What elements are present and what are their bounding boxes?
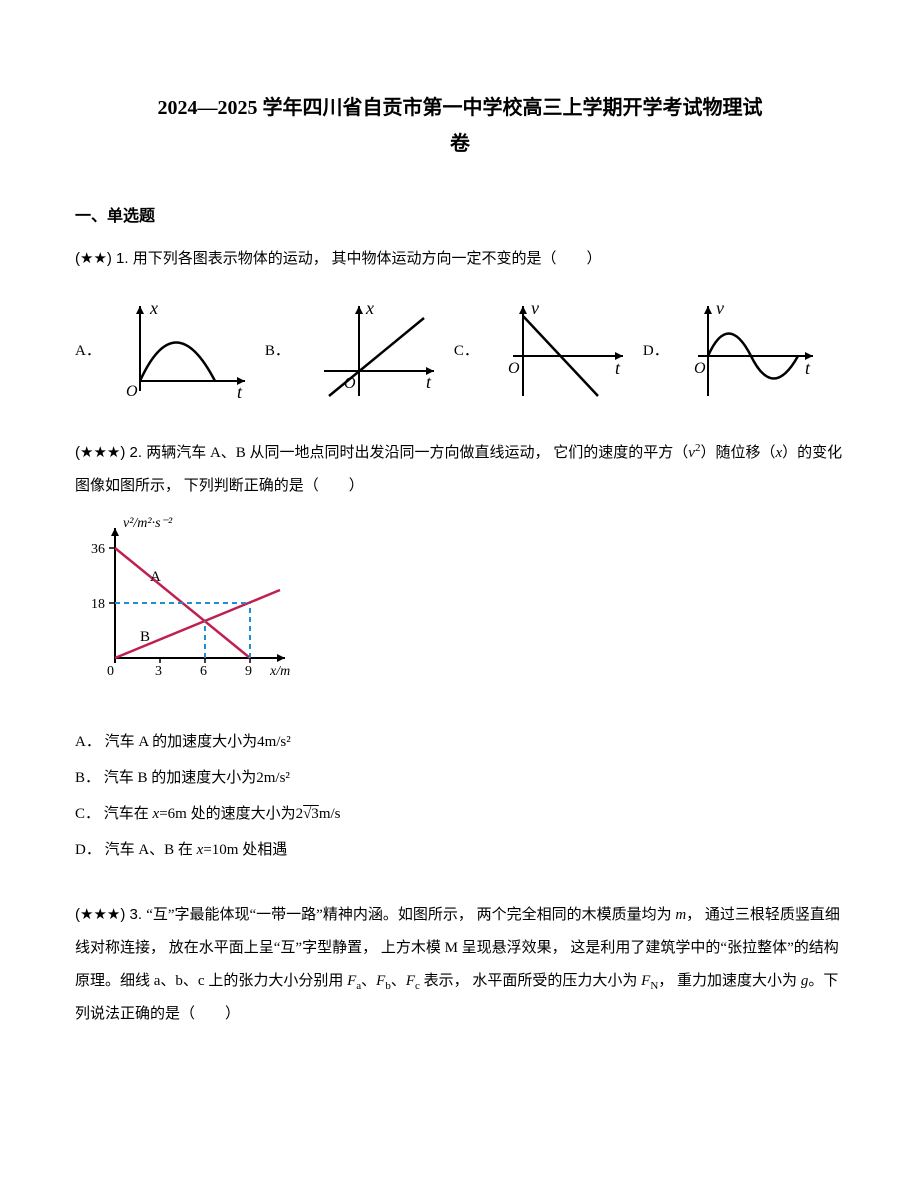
title-line1: 2024—2025 学年四川省自贡市第一中学校高三上学期开学考试物理试: [75, 90, 845, 126]
q1-text: (★★) 1. 用下列各图表示物体的运动， 其中物体运动方向一定不变的是（ ）: [75, 242, 845, 276]
q2-t1b: ）随位移（: [700, 445, 775, 461]
svg-text:9: 9: [245, 664, 252, 679]
exam-title: 2024—2025 学年四川省自贡市第一中学校高三上学期开学考试物理试 卷: [75, 90, 845, 162]
section-heading: 一、单选题: [75, 202, 845, 232]
q1-body: 用下列各图表示物体的运动， 其中物体运动方向一定不变的是（ ）: [133, 251, 602, 267]
q2-optA: A． 汽车 A 的加速度大小为4m/s²: [75, 724, 845, 760]
svg-text:A: A: [150, 569, 161, 585]
q3-t4: 、: [391, 973, 406, 989]
q1-graph-B: x t O: [304, 296, 444, 406]
svg-text:x: x: [149, 298, 158, 318]
svg-text:t: t: [237, 382, 243, 402]
svg-text:36: 36: [91, 542, 105, 557]
q2-optB: B． 汽车 B 的加速度大小为2m/s²: [75, 760, 845, 796]
title-line2: 卷: [75, 126, 845, 162]
q2-t1: 两辆汽车 A、B 从同一地点同时出发沿同一方向做直线运动， 它们的速度的平方（: [146, 445, 688, 461]
svg-text:0: 0: [107, 664, 114, 679]
q1-optC-label: C．: [454, 337, 479, 366]
svg-text:x/m: x/m: [269, 664, 290, 679]
q2-options: A． 汽车 A 的加速度大小为4m/s² B． 汽车 B 的加速度大小为2m/s…: [75, 724, 845, 868]
question-3: (★★★) 3. “互”字最能体现“一带一路”精神内涵。如图所示， 两个完全相同…: [75, 898, 845, 1031]
q3-t3: 、: [361, 973, 376, 989]
svg-text:O: O: [344, 375, 356, 392]
q2-optD: D． 汽车 A、B 在 x=10m 处相遇: [75, 832, 845, 868]
q1-prefix: (★★) 1.: [75, 250, 133, 267]
q1-graph-D: v t O: [683, 296, 823, 406]
q1-optA-label: A．: [75, 337, 101, 366]
svg-text:v: v: [716, 298, 724, 318]
q3-text: (★★★) 3. “互”字最能体现“一带一路”精神内涵。如图所示， 两个完全相同…: [75, 898, 845, 1031]
svg-text:B: B: [140, 629, 150, 645]
svg-text:O: O: [126, 383, 138, 400]
q2-text: (★★★) 2. 两辆汽车 A、B 从同一地点同时出发沿同一方向做直线运动， 它…: [75, 436, 845, 503]
svg-text:t: t: [615, 358, 621, 378]
question-2: (★★★) 2. 两辆汽车 A、B 从同一地点同时出发沿同一方向做直线运动， 它…: [75, 436, 845, 868]
svg-text:3: 3: [155, 664, 162, 679]
question-1: (★★) 1. 用下列各图表示物体的运动， 其中物体运动方向一定不变的是（ ） …: [75, 242, 845, 406]
svg-text:18: 18: [91, 597, 105, 612]
q1-optD-label: D．: [643, 337, 669, 366]
q3-t1: “互”字最能体现“一带一路”精神内涵。如图所示， 两个完全相同的木模质量均为: [146, 907, 675, 923]
svg-text:O: O: [694, 360, 706, 377]
q3-t6: ， 重力加速度大小为: [658, 973, 801, 989]
q1-options: A． x t O B． x t O C．: [75, 296, 845, 406]
q2-optC: C． 汽车在 x=6m 处的速度大小为2√3m/s: [75, 796, 845, 832]
svg-text:v²/m²·s⁻²: v²/m²·s⁻²: [123, 516, 173, 531]
svg-text:v: v: [531, 298, 539, 318]
q3-prefix: (★★★) 3.: [75, 906, 146, 923]
svg-text:6: 6: [200, 664, 207, 679]
q3-t5: 表示， 水平面所受的压力大小为: [420, 973, 641, 989]
q2-graph: v²/m²·s⁻² x/m 36 18 0 3 6 9 A B: [75, 513, 845, 694]
q1-graph-A: x t O: [115, 296, 255, 406]
svg-text:t: t: [805, 358, 811, 378]
svg-text:O: O: [508, 360, 520, 377]
svg-text:x: x: [365, 298, 374, 318]
q2-prefix: (★★★) 2.: [75, 444, 146, 461]
q1-optB-label: B．: [265, 337, 290, 366]
q1-graph-C: v t O: [493, 296, 633, 406]
svg-text:t: t: [426, 372, 432, 392]
